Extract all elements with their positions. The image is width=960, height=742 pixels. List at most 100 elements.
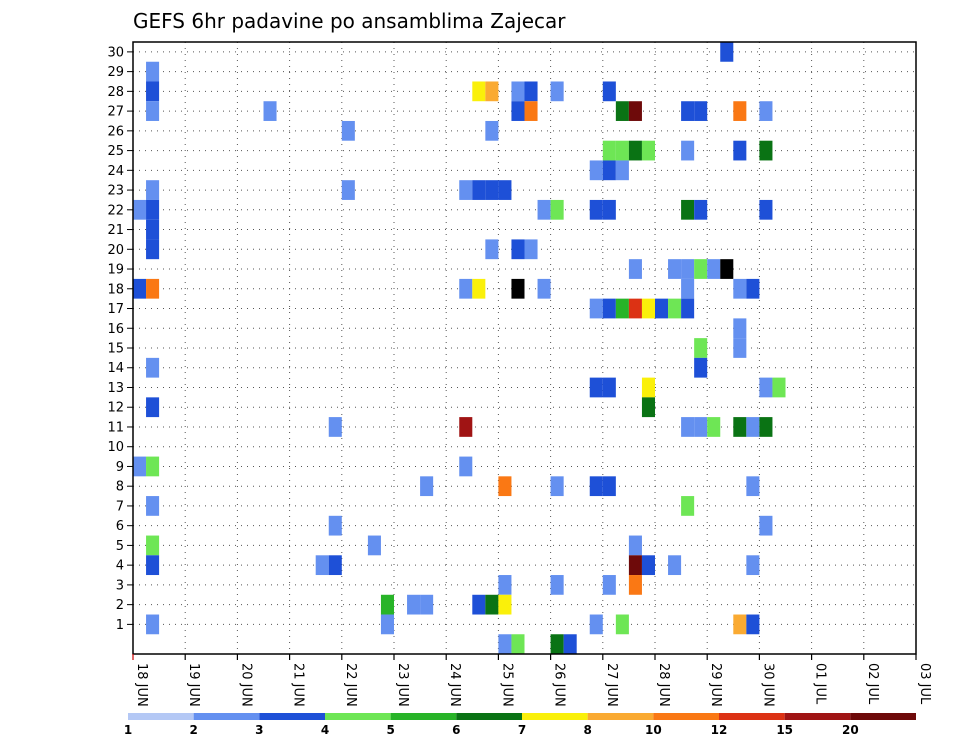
plot-frame [132, 41, 917, 655]
heatmap-cell [641, 555, 655, 576]
heatmap-cell [602, 476, 616, 497]
y-tick-label: 5 [116, 539, 124, 554]
legend-label: 15 [776, 723, 793, 737]
legend-label: 4 [321, 723, 329, 737]
y-tick-label: 29 [107, 65, 124, 80]
heatmap-cell [694, 259, 708, 279]
heatmap-cell [146, 357, 160, 378]
heatmap-cell [628, 575, 642, 595]
heatmap-cell [602, 575, 616, 595]
y-tick-label: 17 [107, 302, 124, 317]
heatmap-cell [341, 180, 355, 200]
heatmap-cell [550, 476, 564, 497]
heatmap-cell [602, 160, 616, 181]
y-tick-label: 12 [107, 401, 124, 416]
heatmap-cell [733, 318, 747, 339]
heatmap-cell [759, 377, 773, 398]
y-tick-label: 19 [107, 263, 124, 278]
heatmap-cell [746, 417, 760, 437]
heatmap-cell [681, 417, 695, 437]
heatmap-cell [655, 298, 669, 319]
heatmap-cell [628, 259, 642, 279]
heatmap-cell [420, 476, 434, 497]
legend-label: 1 [124, 723, 132, 737]
y-tick-label: 25 [107, 144, 124, 159]
color-legend: 1 2 3 4 5 6 7 8 10 12 15 20 [124, 713, 916, 737]
heatmap-cell [681, 298, 695, 319]
y-tick-label: 20 [107, 243, 124, 258]
heatmap-cell [511, 239, 525, 260]
x-axis-ticks: 18 JUN 19 JUN 20 JUN 21 JUN 22 JUN 23 JUN 24 J… [132, 654, 932, 707]
heatmap-cell [615, 160, 629, 181]
heatmap-cell [668, 555, 682, 576]
heatmap-cell [498, 634, 512, 654]
heatmap-cell [380, 614, 394, 635]
heatmap-cell [146, 496, 160, 516]
x-tick-label: 22 JUN [343, 663, 358, 707]
x-tick-label: 23 JUN [395, 663, 410, 707]
heatmap-cell [589, 614, 603, 635]
heatmap-cell [146, 456, 160, 477]
heatmap-cell [733, 101, 747, 121]
x-tick-label: 26 JUN [552, 663, 567, 707]
heatmap-cell [133, 456, 147, 477]
heatmap-cell [602, 377, 616, 398]
heatmap-cell [524, 101, 538, 121]
y-axis-ticks: 1234567891011121314151617181920212223242… [107, 45, 133, 633]
heatmap-cell [681, 199, 695, 220]
heatmap-cell [707, 259, 721, 279]
heatmap-cell [472, 594, 486, 615]
heatmap-cell [602, 140, 616, 161]
heatmap-cell [407, 594, 421, 615]
y-tick-label: 23 [107, 184, 124, 199]
heatmap-cell [641, 397, 655, 418]
heatmap-cell [694, 338, 708, 358]
heatmap-cell [485, 239, 499, 260]
heatmap-cell [485, 81, 499, 102]
y-tick-label: 15 [107, 342, 124, 357]
heatmap-cell [589, 199, 603, 220]
heatmap-cell [746, 555, 760, 576]
y-tick-label: 8 [116, 480, 124, 495]
heatmap-cell [694, 417, 708, 437]
heatmap-cell [511, 101, 525, 121]
heatmap-cell [524, 81, 538, 102]
y-tick-label: 2 [116, 598, 124, 613]
heatmap-cell [615, 614, 629, 635]
heatmap-cell [550, 199, 564, 220]
legend-swatch [784, 713, 851, 720]
heatmap-cell [328, 555, 342, 576]
heatmap-cell [733, 338, 747, 358]
heatmap-cell [589, 476, 603, 497]
heatmap-cell [641, 377, 655, 398]
legend-swatch [325, 713, 391, 720]
heatmap-cell [511, 634, 525, 654]
heatmap-cell [459, 278, 473, 299]
legend-label: 8 [583, 723, 591, 737]
heatmap-cell [733, 278, 747, 299]
legend-swatch [390, 713, 457, 720]
heatmap-cell [146, 555, 160, 576]
heatmap-cell [563, 634, 577, 654]
heatmap-cell [485, 180, 499, 200]
heatmap-cell [602, 298, 616, 319]
legend-swatch [653, 713, 719, 720]
heatmap-cell [133, 199, 147, 220]
heatmap-cell [602, 199, 616, 220]
heatmap-cell [328, 515, 342, 536]
heatmap-cell [550, 634, 564, 654]
heatmap-cell [681, 101, 695, 121]
heatmap-cell [720, 42, 734, 62]
heatmap-cell [733, 614, 747, 635]
heatmap-cell [524, 239, 538, 260]
y-tick-label: 6 [116, 519, 124, 534]
heatmap-cell [146, 101, 160, 121]
heatmap-cell [498, 180, 512, 200]
legend-label: 10 [645, 723, 662, 737]
y-tick-label: 14 [107, 361, 124, 376]
legend-label: 2 [189, 723, 197, 737]
legend-swatch [193, 713, 260, 720]
y-tick-label: 22 [107, 203, 124, 218]
heatmap-cell [759, 199, 773, 220]
x-tick-label: 24 JUN [447, 663, 462, 707]
